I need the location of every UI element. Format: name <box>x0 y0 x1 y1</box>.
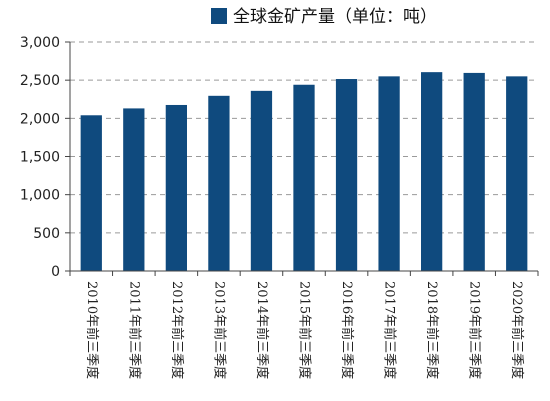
legend-label: 全球金矿产量（单位：吨） <box>233 7 437 27</box>
y-tick-label: 0 <box>51 264 60 280</box>
y-tick-label: 2,500 <box>20 73 60 89</box>
y-tick-label: 1,500 <box>20 150 60 166</box>
y-tick-label: 2,000 <box>20 111 60 127</box>
y-tick-label: 1,000 <box>20 188 60 204</box>
bar <box>165 104 187 271</box>
y-axis: 0 500 1,000 1,500 2,000 2,500 3,000 <box>20 35 71 280</box>
legend: 全球金矿产量（单位：吨） <box>211 7 437 27</box>
x-tick-label: 2018年前三季度 <box>424 281 440 379</box>
x-tick-label: 2015年前三季度 <box>297 281 313 379</box>
x-tick-label: 2011年前三季度 <box>126 281 142 379</box>
x-tick-label: 2013年前三季度 <box>211 281 227 379</box>
bar <box>421 72 443 271</box>
x-tick-label: 2019年前三季度 <box>467 281 483 379</box>
legend-swatch <box>211 8 227 24</box>
x-tick-label: 2016年前三季度 <box>339 281 355 379</box>
x-axis: 2010年前三季度 2011年前三季度 2012年前三季度 2013年前三季度 2014… <box>69 271 539 379</box>
bars <box>80 72 528 271</box>
x-tick-label: 2010年前三季度 <box>84 281 100 379</box>
y-tick-label: 500 <box>33 226 60 242</box>
x-tick-label: 2017年前三季度 <box>382 281 398 379</box>
bar <box>250 90 273 271</box>
bar <box>463 72 485 271</box>
bar <box>208 95 230 271</box>
bar <box>293 84 315 271</box>
bar <box>80 115 102 271</box>
x-tick-label: 2012年前三季度 <box>169 281 185 379</box>
bar <box>506 76 528 271</box>
bar <box>123 108 145 271</box>
y-tick-label: 3,000 <box>20 35 60 51</box>
bar <box>378 76 400 271</box>
x-tick-label: 2020年前三季度 <box>509 281 525 379</box>
x-tick-label: 2014年前三季度 <box>254 281 270 379</box>
bar <box>335 79 358 271</box>
